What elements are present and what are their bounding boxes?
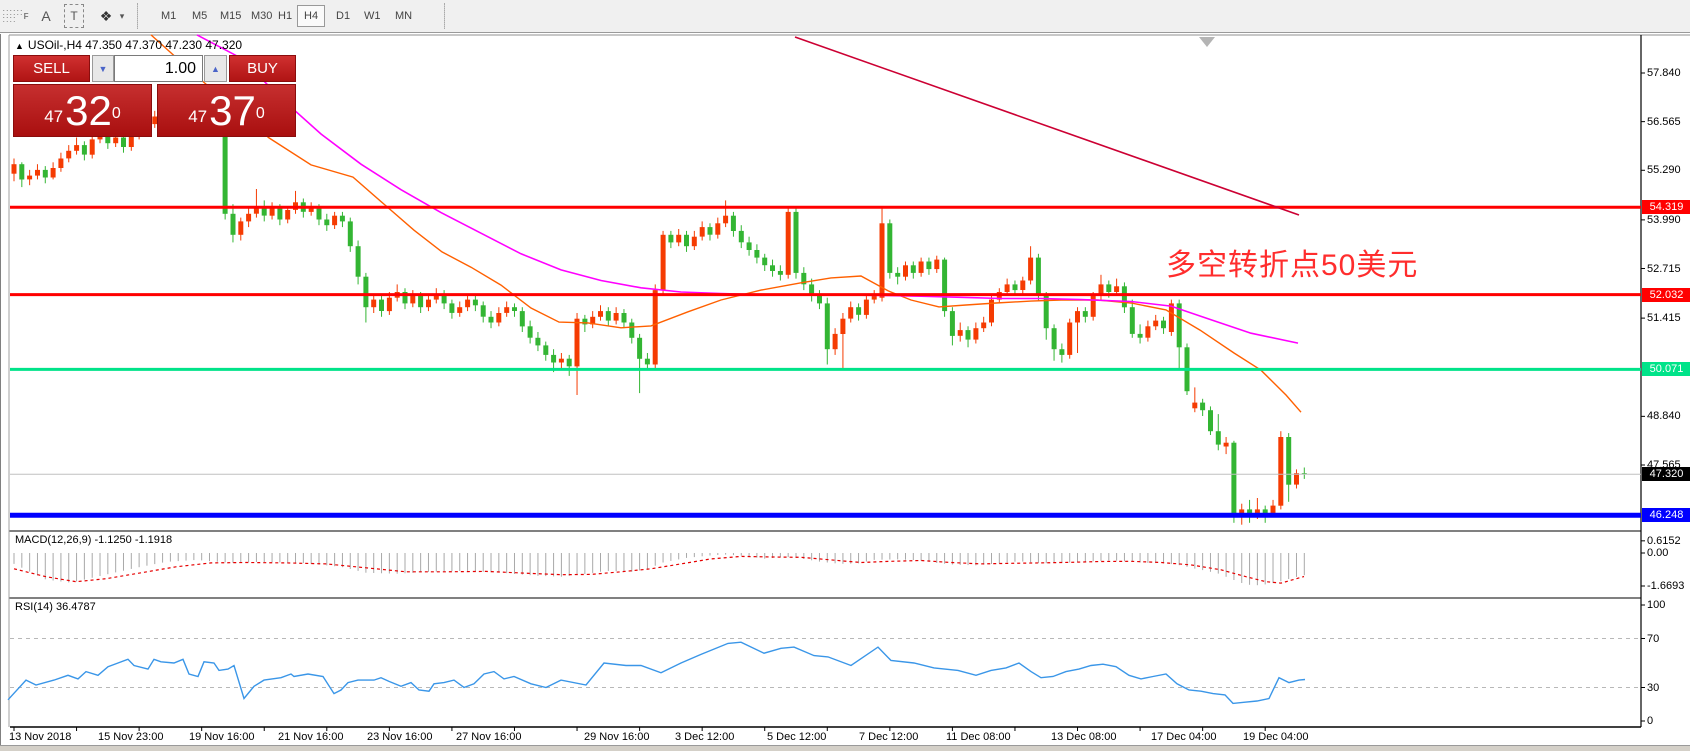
- timeframe-d1[interactable]: D1: [336, 10, 351, 22]
- x-axis-label: 23 Nov 16:00: [367, 731, 433, 743]
- toolbar: :::::::::: F A T ❖ ▾ M1 M5 M15 M30 H1 H4 D1 W1 MN: [0, 0, 1690, 33]
- rsi-axis-label: 70: [1647, 632, 1660, 645]
- x-axis-label: 15 Nov 23:00: [98, 731, 164, 743]
- macd-axis-label: 0.00: [1647, 547, 1669, 559]
- toolbar-separator: [137, 3, 138, 29]
- x-axis-label: 29 Nov 16:00: [584, 731, 650, 743]
- buy-price-base: 47: [188, 107, 208, 126]
- macd-pane: [13, 553, 1305, 586]
- window-bottom-edge: [0, 745, 1690, 751]
- x-axis-label: 11 Dec 08:00: [946, 731, 1011, 743]
- sell-button[interactable]: SELL: [13, 55, 90, 82]
- price-badge-50.071: 50.071: [1642, 362, 1690, 377]
- volume-decrease-icon[interactable]: ▼: [92, 55, 114, 82]
- y-axis-label: 52.715: [1647, 262, 1681, 275]
- x-axis-label: 13 Dec 08:00: [1051, 731, 1117, 743]
- x-axis-label: 13 Nov 2018: [9, 731, 72, 743]
- ma-slow-line: [196, 34, 1299, 344]
- sell-price-sup: 0: [111, 105, 121, 122]
- macd-signal-line: [13, 555, 1305, 584]
- rsi-axis-label: 100: [1647, 599, 1666, 611]
- trend-line: [794, 36, 1300, 216]
- x-axis-label: 27 Nov 16:00: [456, 731, 522, 743]
- y-axis-label: 48.840: [1647, 410, 1681, 423]
- sell-price-base: 47: [44, 107, 64, 126]
- timeframe-m30[interactable]: M30: [251, 10, 273, 22]
- shapes-icon[interactable]: ❖: [99, 7, 113, 24]
- timeframe-h4[interactable]: H4: [297, 5, 326, 27]
- timeframe-h1[interactable]: H1: [278, 10, 293, 22]
- toolbar-separator: [444, 3, 445, 29]
- rsi-axis-label: 30: [1647, 681, 1660, 694]
- volume-input[interactable]: [114, 55, 203, 82]
- rsi-line: [7, 641, 1306, 705]
- buy-price-button[interactable]: 47 37 0: [157, 84, 296, 137]
- volume-increase-icon[interactable]: ▲: [204, 55, 227, 82]
- chart-shift-marker-icon[interactable]: [1199, 37, 1215, 47]
- text-label-icon[interactable]: A: [41, 8, 51, 24]
- buy-price-sup: 0: [255, 105, 265, 122]
- rsi-axis-label: 0: [1647, 715, 1654, 727]
- crosshair-grid-icon[interactable]: :::::::::: F: [2, 7, 30, 24]
- macd-axis-label: 0.6152: [1647, 534, 1681, 547]
- annotation-text: 多空转折点50美元: [1166, 249, 1419, 282]
- y-axis-label: 56.565: [1647, 115, 1681, 128]
- text-box-icon[interactable]: T: [64, 4, 84, 28]
- timeframe-m1[interactable]: M1: [161, 10, 177, 22]
- buy-price-main: 37: [209, 87, 256, 134]
- sell-price-main: 32: [65, 87, 112, 134]
- ma-fast-line: [150, 34, 1302, 413]
- x-axis-label: 5 Dec 12:00: [767, 731, 827, 743]
- rsi-indicator-label: RSI(14) 36.4787: [15, 601, 96, 613]
- candles: [11, 95, 1307, 525]
- buy-button[interactable]: BUY: [229, 55, 296, 82]
- sell-price-button[interactable]: 47 32 0: [13, 84, 152, 137]
- x-axis-label: 7 Dec 12:00: [859, 731, 919, 743]
- price-badge-52.032: 52.032: [1642, 287, 1690, 302]
- y-axis-label: 57.840: [1647, 67, 1681, 79]
- price-badge-46.248: 46.248: [1642, 508, 1690, 523]
- y-axis-label: 55.290: [1647, 164, 1681, 177]
- timeframe-m15[interactable]: M15: [220, 10, 242, 22]
- chart-title: ▲ USOil-,H4 47.350 47.370 47.230 47.320: [15, 38, 243, 52]
- x-axis-label: 19 Nov 16:00: [189, 731, 255, 743]
- timeframe-w1[interactable]: W1: [364, 10, 381, 22]
- x-axis-label: 17 Dec 04:00: [1151, 731, 1217, 743]
- price-badge-54.319: 54.319: [1642, 200, 1690, 215]
- shapes-dropdown-caret-icon[interactable]: ▾: [119, 10, 125, 21]
- y-axis-label: 51.415: [1647, 312, 1681, 325]
- timeframe-m5[interactable]: M5: [192, 10, 208, 22]
- x-axis-label: 3 Dec 12:00: [675, 731, 735, 743]
- macd-indicator-label: MACD(12,26,9) -1.1250 -1.1918: [15, 534, 173, 546]
- macd-axis-label: -1.6693: [1647, 580, 1685, 592]
- chart-window[interactable]: ▲ USOil-,H4 47.350 47.370 47.230 47.320 S…: [0, 34, 1690, 746]
- price-badge-47.320: 47.320: [1642, 467, 1690, 482]
- symbol-arrow-icon: ▲: [15, 41, 24, 51]
- price-chart[interactable]: [1, 34, 1690, 746]
- y-axis-label: 53.990: [1647, 213, 1681, 226]
- x-axis-label: 21 Nov 16:00: [278, 731, 344, 743]
- x-axis-label: 19 Dec 04:00: [1243, 731, 1309, 743]
- timeframe-mn[interactable]: MN: [395, 10, 413, 22]
